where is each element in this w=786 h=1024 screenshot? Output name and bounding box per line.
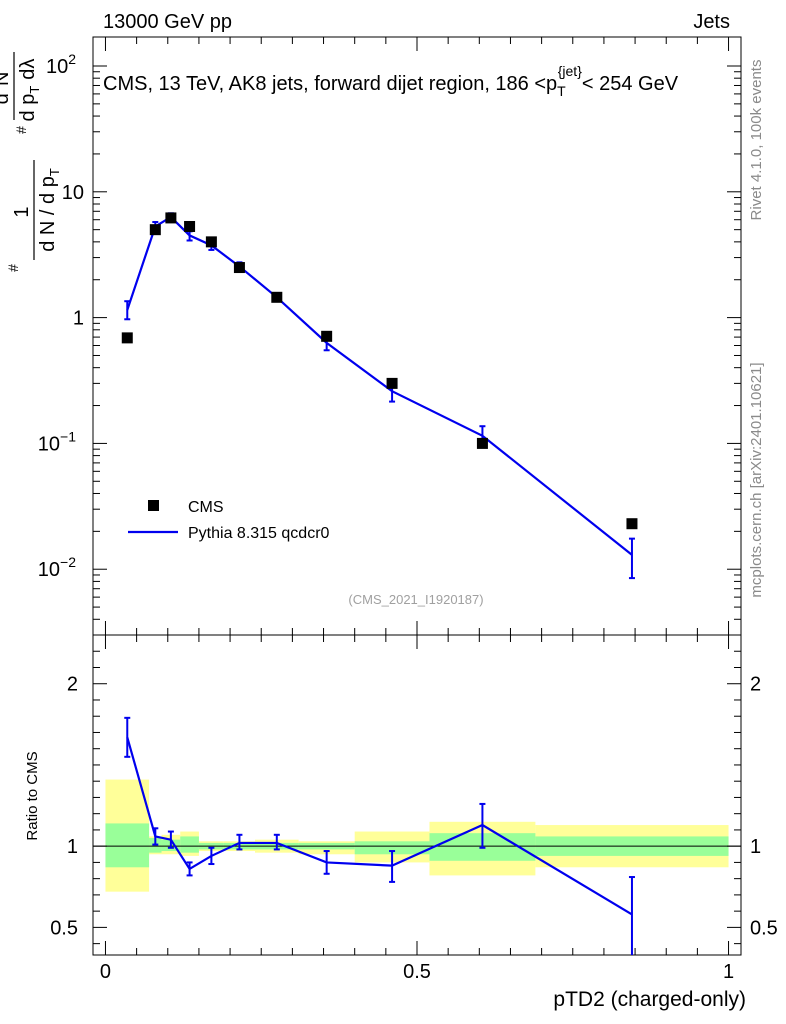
plot-title: CMS, 13 TeV, AK8 jets, forward dijet reg… bbox=[103, 63, 679, 99]
y-label-dpt-dlambda: d pTdλ bbox=[17, 59, 42, 122]
cms-data-point bbox=[121, 332, 133, 344]
ratio-y-tick-label-right: 1 bbox=[750, 836, 761, 858]
x-tick-label: 0 bbox=[100, 961, 111, 983]
main-plot-area bbox=[92, 36, 742, 636]
legend-cms-label: CMS bbox=[188, 499, 224, 516]
main-y-axis: 10−2 10−1 1 10 102 bbox=[38, 37, 741, 636]
ratio-axes: 0.5 0.5 1 1 2 2 0 0.5 1 bbox=[50, 635, 778, 983]
y-tick-label: 102 bbox=[46, 51, 76, 78]
main-series-group bbox=[121, 212, 638, 580]
cms-data-point bbox=[184, 220, 196, 232]
ratio-band-inner bbox=[354, 841, 430, 855]
analysis-id: (CMS_2021_I1920187) bbox=[348, 592, 483, 607]
ratio-plot-area bbox=[92, 634, 742, 956]
y-tick-label: 10−1 bbox=[38, 428, 76, 455]
ratio-uncertainty-bands bbox=[105, 779, 729, 892]
ratio-band-inner bbox=[105, 823, 150, 868]
ratio-series-group bbox=[124, 716, 635, 955]
cms-data-point bbox=[626, 518, 638, 530]
y-label-hash-2: # bbox=[13, 126, 29, 134]
cms-data-point bbox=[476, 437, 488, 449]
main-y-axis-label: # 1 d N / d pT # d2N d pTdλ bbox=[0, 52, 62, 272]
x-tick-label: 0.5 bbox=[403, 961, 431, 983]
ratio-y-tick-label-right: 0.5 bbox=[750, 917, 778, 939]
y-label-hash-1: # bbox=[5, 264, 21, 272]
cms-data-point bbox=[149, 224, 161, 236]
cms-data-point bbox=[386, 377, 398, 389]
x-axis-label: pTD2 (charged-only) bbox=[553, 988, 746, 1011]
jets-label: Jets bbox=[693, 11, 730, 33]
ratio-band-inner bbox=[180, 836, 199, 853]
y-tick-label: 1 bbox=[73, 308, 84, 330]
ratio-y-tick-label: 1 bbox=[67, 836, 78, 858]
ratio-y-tick-label: 0.5 bbox=[50, 917, 78, 939]
x-tick-label: 1 bbox=[723, 961, 734, 983]
ratio-y-axis-label: Ratio to CMS bbox=[24, 751, 41, 840]
ratio-y-tick-label-right: 2 bbox=[750, 674, 761, 696]
legend-cms-marker bbox=[148, 500, 159, 511]
rivet-version-label: Rivet 4.1.0, 100k events bbox=[748, 60, 765, 221]
mcplots-source-label: mcplots.cern.ch [arXiv:2401.10621] bbox=[748, 362, 765, 597]
cms-data-point bbox=[165, 212, 177, 224]
legend: CMS Pythia 8.315 qcdcr0 bbox=[128, 499, 330, 542]
cms-data-point bbox=[321, 330, 333, 342]
legend-mc-label: Pythia 8.315 qcdcr0 bbox=[188, 525, 330, 542]
y-tick-label: 10−2 bbox=[38, 554, 76, 581]
cms-data-point bbox=[233, 262, 245, 274]
y-tick-label: 10 bbox=[62, 182, 84, 204]
cms-data-point bbox=[205, 236, 217, 248]
y-label-numerator: 1 bbox=[11, 206, 33, 217]
cms-data-point bbox=[271, 291, 283, 303]
y-label-denominator: d N / d pT bbox=[37, 168, 62, 252]
y-label-d2n: d2N bbox=[0, 72, 13, 105]
ratio-y-tick-label: 2 bbox=[67, 674, 78, 696]
collider-label: 13000 GeV pp bbox=[103, 11, 232, 33]
